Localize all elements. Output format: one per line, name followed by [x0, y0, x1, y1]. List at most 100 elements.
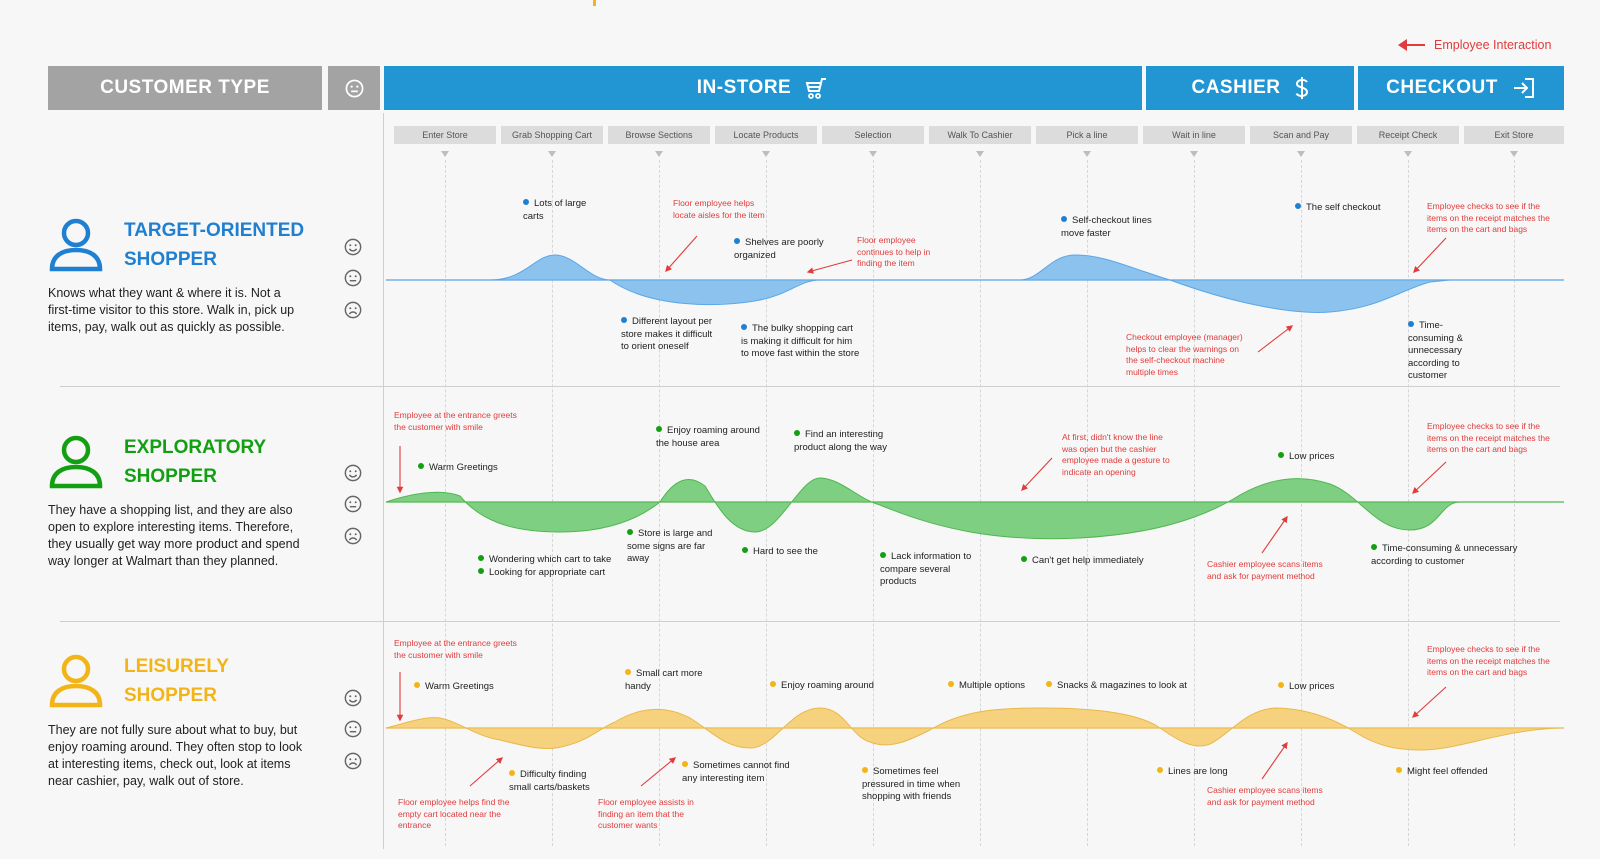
red-arrow-icon [1398, 39, 1425, 51]
step-marker [869, 151, 877, 157]
step-selection: Selection [822, 126, 924, 144]
persona-description: They have a shopping list, and they are … [48, 503, 300, 568]
journey-note: Low prices [1278, 681, 1358, 694]
sad-face-icon [344, 752, 362, 770]
header-cashier: CASHIER [1146, 66, 1354, 110]
step-marker [441, 151, 449, 157]
persona-description: Knows what they want & where it is. Not … [48, 286, 295, 334]
journey-note: Sometimes feel pressured in time when sh… [862, 766, 961, 802]
person-icon [49, 435, 103, 489]
journey-note: Lack information to compare several prod… [880, 551, 972, 587]
step-pick-a-line: Pick a line [1036, 126, 1138, 144]
employee-note: Floor employee assists in finding an ite… [598, 797, 694, 830]
step-marker [976, 151, 984, 157]
note-dot [741, 324, 747, 330]
employee-note: Employee at the entrance greets the cust… [394, 638, 517, 660]
happy-face-icon [344, 464, 362, 482]
note-dot [414, 682, 420, 688]
employee-note: Employee checks to see if the items on t… [1427, 644, 1550, 677]
step-marker [548, 151, 556, 157]
sad-face-icon [344, 527, 362, 545]
note-dot [621, 317, 627, 323]
curve-exploratory [385, 477, 1564, 540]
employee-note: Cashier employee scans items and ask for… [1207, 559, 1323, 581]
journey-note: Different layout per store makes it diff… [621, 316, 713, 352]
employee-note: Floor employee continues to help in find… [857, 235, 931, 268]
employee-note: Employee checks to see if the items on t… [1427, 201, 1550, 234]
curve-target-oriented [386, 254, 1564, 313]
journey-note: Small cart more handy [625, 668, 703, 692]
note-dot [1371, 544, 1377, 550]
journey-note: Enjoy roaming around the house area [656, 425, 760, 449]
journey-note: Warm Greetings [418, 462, 518, 475]
neutral-face-icon [344, 720, 362, 738]
step-marker [655, 151, 663, 157]
header-checkout: CHECKOUT [1358, 66, 1564, 110]
neutral-face-icon [344, 269, 362, 287]
journey-note: Multiple options [948, 680, 1048, 693]
journey-note: Self-checkout lines move faster [1061, 215, 1152, 239]
persona-description: They are not fully sure about what to bu… [48, 723, 303, 788]
journey-note: Wondering which cart to take [478, 554, 638, 567]
journey-note: The bulky shopping cart is making it dif… [741, 323, 860, 359]
journey-note: The self checkout [1295, 202, 1405, 215]
journey-note: Hard to see the [742, 546, 832, 559]
happy-face-icon [344, 689, 362, 707]
header-in-store: IN-STORE [384, 66, 1142, 110]
journey-note: Low prices [1278, 451, 1358, 464]
journey-note: Shelves are poorly organized [734, 237, 824, 261]
header-customer-type: CUSTOMER TYPE [48, 66, 322, 110]
note-dot [770, 681, 776, 687]
exit-icon [1513, 78, 1534, 98]
note-dot [478, 568, 484, 574]
note-dot [1408, 321, 1414, 327]
note-dot [682, 761, 688, 767]
persona-title: TARGET-ORIENTED SHOPPER [124, 220, 305, 270]
step-browse-sections: Browse Sections [608, 126, 710, 144]
header-emotion [328, 66, 380, 110]
step-guide-line [445, 160, 446, 846]
journey-note: Snacks & magazines to look at [1046, 680, 1206, 693]
employee-note: Checkout employee (manager) helps to cle… [1126, 332, 1243, 377]
journey-note: Time-consuming & unnecessary according t… [1408, 320, 1463, 381]
legend: Employee Interaction [1398, 38, 1551, 52]
step-marker [1297, 151, 1305, 157]
journey-note: Time-consuming & unnecessary according t… [1371, 543, 1518, 567]
step-marker [1083, 151, 1091, 157]
step-grab-shopping-cart: Grab Shopping Cart [501, 126, 603, 144]
dollar-icon [1295, 77, 1308, 99]
step-guide-line [1514, 160, 1515, 846]
neutral-face-icon [345, 79, 363, 97]
step-enter-store: Enter Store [394, 126, 496, 144]
note-dot [1396, 767, 1402, 773]
journey-note: Find an interesting product along the wa… [794, 429, 887, 453]
note-dot [523, 199, 529, 205]
journey-note: Looking for appropriate cart [478, 567, 638, 580]
curve-leisurely [385, 707, 1564, 751]
journey-note: Lots of large carts [523, 198, 587, 222]
employee-note: At first, didn't know the line was open … [1062, 432, 1170, 477]
shopping-cart-icon [805, 78, 827, 99]
note-dot [1021, 556, 1027, 562]
persona-title: LEISURELY SHOPPER [124, 656, 229, 706]
employee-note: Employee checks to see if the items on t… [1427, 421, 1550, 454]
step-receipt-check: Receipt Check [1357, 126, 1459, 144]
note-dot [734, 238, 740, 244]
note-dot [478, 555, 484, 561]
person-icon [49, 218, 103, 272]
note-dot [862, 767, 868, 773]
journey-note: Can't get help immediately [1021, 555, 1171, 568]
persona-title: EXPLORATORY SHOPPER [124, 437, 267, 487]
step-wait-in-line: Wait in line [1143, 126, 1245, 144]
employee-note: Employee at the entrance greets the cust… [394, 410, 517, 432]
step-marker [1190, 151, 1198, 157]
note-dot [1278, 452, 1284, 458]
top-marker [593, 0, 596, 6]
journey-note: Warm Greetings [414, 681, 514, 694]
legend-label: Employee Interaction [1434, 38, 1552, 52]
person-icon [49, 654, 103, 708]
note-dot [418, 463, 424, 469]
step-locate-products: Locate Products [715, 126, 817, 144]
neutral-face-icon [344, 495, 362, 513]
